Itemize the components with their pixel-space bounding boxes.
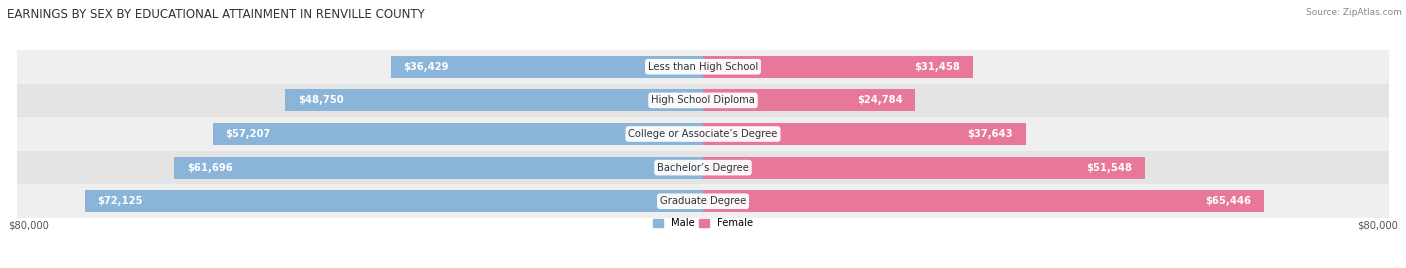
Text: $72,125: $72,125 xyxy=(97,196,143,206)
Text: $61,696: $61,696 xyxy=(187,163,233,173)
Text: $31,458: $31,458 xyxy=(914,62,960,72)
Bar xyxy=(285,90,703,111)
Bar xyxy=(212,123,703,145)
Bar xyxy=(17,117,1389,151)
Legend: Male, Female: Male, Female xyxy=(652,218,754,229)
Bar xyxy=(391,56,703,78)
Bar xyxy=(17,84,1389,117)
Text: $80,000: $80,000 xyxy=(1357,221,1398,231)
Bar xyxy=(703,190,1264,212)
Text: Graduate Degree: Graduate Degree xyxy=(659,196,747,206)
Text: High School Diploma: High School Diploma xyxy=(651,95,755,105)
Bar xyxy=(84,190,703,212)
Text: $65,446: $65,446 xyxy=(1205,196,1251,206)
Bar xyxy=(703,56,973,78)
Text: $37,643: $37,643 xyxy=(967,129,1012,139)
Bar xyxy=(703,90,915,111)
Text: $48,750: $48,750 xyxy=(298,95,343,105)
Bar xyxy=(17,184,1389,218)
Text: Source: ZipAtlas.com: Source: ZipAtlas.com xyxy=(1306,8,1402,17)
Text: Bachelor’s Degree: Bachelor’s Degree xyxy=(657,163,749,173)
Text: $24,784: $24,784 xyxy=(856,95,903,105)
Bar xyxy=(174,157,703,178)
Bar xyxy=(703,157,1144,178)
Text: College or Associate’s Degree: College or Associate’s Degree xyxy=(628,129,778,139)
Bar xyxy=(17,151,1389,184)
Text: $57,207: $57,207 xyxy=(225,129,271,139)
Text: $51,548: $51,548 xyxy=(1085,163,1132,173)
Bar xyxy=(17,50,1389,84)
Text: EARNINGS BY SEX BY EDUCATIONAL ATTAINMENT IN RENVILLE COUNTY: EARNINGS BY SEX BY EDUCATIONAL ATTAINMEN… xyxy=(7,8,425,21)
Text: $36,429: $36,429 xyxy=(404,62,449,72)
Bar xyxy=(703,123,1025,145)
Text: Less than High School: Less than High School xyxy=(648,62,758,72)
Text: $80,000: $80,000 xyxy=(8,221,49,231)
